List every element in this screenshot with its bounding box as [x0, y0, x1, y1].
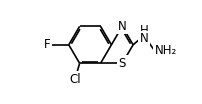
- Text: NH₂: NH₂: [154, 45, 176, 58]
- Text: S: S: [118, 57, 125, 70]
- Text: N: N: [139, 32, 148, 45]
- Text: H: H: [139, 24, 148, 37]
- Text: Cl: Cl: [69, 73, 80, 86]
- Text: F: F: [44, 38, 50, 51]
- Text: N: N: [117, 20, 126, 33]
